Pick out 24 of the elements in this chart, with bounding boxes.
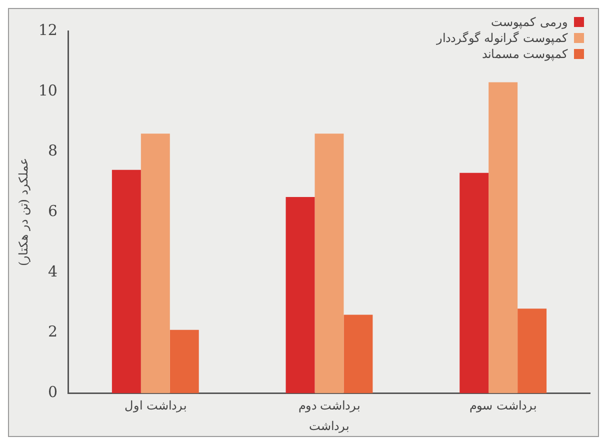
bar: [518, 308, 547, 394]
legend-label: کمپوست مسماند: [482, 47, 568, 61]
bar: [140, 134, 170, 394]
y-tick-label: 4: [48, 262, 58, 280]
bar: [112, 170, 141, 394]
y-axis-title: عملکرد (تن در هکتار): [16, 158, 30, 266]
x-tick-label: برداشت دوم: [298, 398, 360, 413]
y-tick-label: 2: [48, 322, 58, 341]
x-tick-label: برداشت سوم: [470, 398, 536, 413]
bar: [344, 314, 373, 394]
legend-label: ورمی کمپوست: [491, 15, 568, 29]
y-tick-label: 0: [48, 383, 58, 402]
bar: [286, 197, 315, 394]
legend-label: کمپوست گرانوله گوگرددار: [436, 31, 568, 45]
y-tick-label: 6: [48, 202, 58, 220]
x-tick-label: برداشت اول: [124, 398, 186, 413]
y-tick-label: 10: [38, 81, 58, 100]
y-tick-label: 8: [48, 142, 58, 160]
bar: [170, 330, 199, 394]
x-axis-title: برداشت: [309, 418, 350, 433]
bar: [314, 134, 344, 394]
y-tick-label: 12: [38, 20, 58, 39]
bar: [488, 82, 518, 394]
bar: [460, 172, 489, 394]
